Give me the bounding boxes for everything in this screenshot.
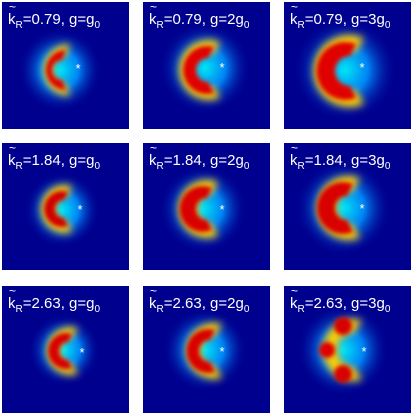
panel-1-title: kR=0.79, g=g0 [8, 11, 100, 31]
panel-2-tilde: ~ [150, 0, 157, 14]
panel-5-density-core [179, 186, 212, 232]
panel-4-title: kR=1.84, g=g0 [8, 152, 100, 172]
panel-4-density-core [44, 190, 68, 228]
panel-6: * kR=1.84, g=3g0 ~ [284, 141, 411, 270]
panel-9-tilde: ~ [291, 284, 298, 298]
panel-1-halo [18, 28, 102, 112]
panel-6-title: kR=1.84, g=3g0 [290, 152, 391, 172]
panel-9: * kR=2.63, g=3g0 ~ [284, 284, 411, 413]
panel-6-halo [295, 160, 391, 256]
panel-3: * kR=0.79, g=3g0 ~ [284, 0, 411, 129]
panel-9-density [323, 319, 362, 381]
panel-2-marker: * [219, 60, 224, 75]
panel-7: * kR=2.63, g=g0 ~ [2, 284, 129, 413]
panel-3-title: kR=0.79, g=3g0 [290, 11, 391, 31]
panel-8-density-core [186, 329, 215, 373]
panel-1-marker: * [75, 61, 80, 76]
panel-1-density [44, 44, 70, 96]
panel-2: * kR=0.79, g=2g0 ~ [143, 0, 270, 129]
panel-4-halo [24, 172, 100, 248]
panel-3-tilde: ~ [291, 0, 298, 14]
panel-2-density-core [183, 46, 214, 94]
panel-1-density-core [46, 50, 66, 90]
panel-6-density-core [317, 182, 353, 234]
panel-4-tilde: ~ [9, 141, 16, 155]
panel-5: * kR=1.84, g=2g0 ~ [143, 141, 270, 270]
panel-7-title: kR=2.63, g=g0 [8, 295, 100, 315]
panel-1: * kR=0.79, g=g0 ~ [2, 0, 129, 129]
panel-5-marker: * [219, 202, 224, 217]
panel-8-halo [163, 308, 247, 392]
panel-6-tilde: ~ [291, 141, 298, 155]
panel-5-tilde: ~ [150, 141, 157, 155]
panel-7-tilde: ~ [9, 284, 16, 298]
panel-5-title: kR=1.84, g=2g0 [149, 152, 250, 172]
panel-8-title: kR=2.63, g=2g0 [149, 295, 250, 315]
panel-2-title: kR=0.79, g=2g0 [149, 11, 250, 31]
panel-7-density-core [48, 333, 72, 369]
panel-9-halo [297, 304, 389, 396]
panel-9-title: kR=2.63, g=3g0 [290, 295, 391, 315]
panel-9-lobe-bottom [334, 365, 352, 383]
panel-7-halo [28, 314, 100, 386]
panel-4: * kR=1.84, g=g0 ~ [2, 141, 129, 270]
panel-8-marker: * [219, 344, 224, 359]
panel-7-marker: * [79, 345, 84, 360]
panel-9-marker: * [361, 344, 366, 359]
panel-9-lobe-top [334, 317, 352, 335]
panel-4-marker: * [77, 202, 82, 217]
panel-8: * kR=2.63, g=2g0 ~ [143, 284, 270, 413]
panel-3-density-core [316, 42, 356, 100]
panel-5-halo [159, 165, 247, 253]
panel-2-halo [159, 22, 251, 114]
panel-3-halo [293, 18, 397, 122]
panel-1-tilde: ~ [9, 0, 16, 14]
panel-3-marker: * [359, 60, 364, 75]
panel-6-marker: * [359, 201, 364, 216]
panel-9-lobe-left [319, 342, 335, 358]
panel-8-tilde: ~ [150, 284, 157, 298]
